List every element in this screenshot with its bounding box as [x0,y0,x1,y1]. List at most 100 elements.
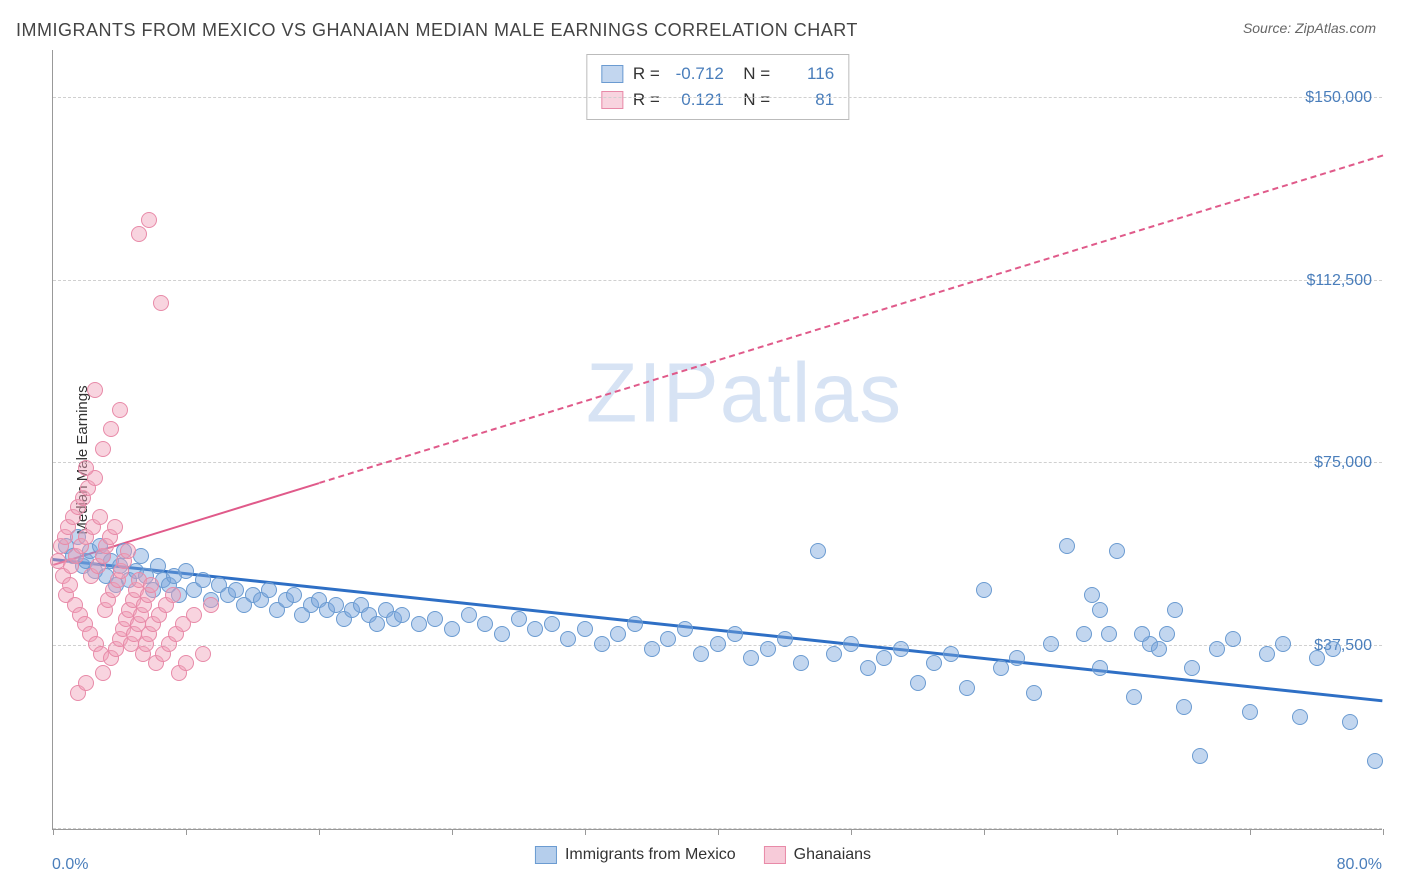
data-point [1126,689,1142,705]
data-point [1059,538,1075,554]
data-point [1092,660,1108,676]
legend-bottom: Immigrants from Mexico Ghanaians [535,846,871,864]
data-point [876,650,892,666]
chart-title: IMMIGRANTS FROM MEXICO VS GHANAIAN MEDIA… [16,20,858,41]
data-point [103,421,119,437]
data-point [461,607,477,623]
x-axis-max-label: 80.0% [1337,856,1382,874]
data-point [943,646,959,662]
data-point [959,680,975,696]
x-axis-min-label: 0.0% [52,856,88,874]
data-point [131,226,147,242]
x-tick [1250,829,1251,835]
y-tick-label: $75,000 [1314,454,1372,472]
chart-area: Median Male Earnings ZIPatlas R = -0.712… [16,50,1390,870]
data-point [261,582,277,598]
data-point [1309,650,1325,666]
data-point [644,641,660,657]
legend-label-2: Ghanaians [794,846,871,864]
data-point [286,587,302,603]
plot-region: ZIPatlas R = -0.712 N = 116 R = 0.121 N … [52,50,1382,830]
data-point [1259,646,1275,662]
x-tick [319,829,320,835]
n-value-series2: 81 [780,87,834,113]
data-point [369,616,385,632]
legend-swatch-2 [764,846,786,864]
gridline [53,462,1382,463]
data-point [1325,641,1341,657]
data-point [511,611,527,627]
data-point [594,636,610,652]
data-point [727,626,743,642]
data-point [143,577,159,593]
data-point [165,587,181,603]
data-point [186,607,202,623]
trend-line [53,558,1383,702]
gridline [53,97,1382,98]
data-point [1009,650,1025,666]
data-point [1225,631,1241,647]
data-point [1176,699,1192,715]
x-tick [186,829,187,835]
data-point [62,577,78,593]
data-point [1167,602,1183,618]
data-point [810,543,826,559]
data-point [627,616,643,632]
data-point [1242,704,1258,720]
data-point [394,607,410,623]
data-point [693,646,709,662]
data-point [153,295,169,311]
data-point [677,621,693,637]
data-point [710,636,726,652]
data-point [793,655,809,671]
data-point [494,626,510,642]
data-point [1275,636,1291,652]
data-point [141,212,157,228]
legend-item-1: Immigrants from Mexico [535,846,736,864]
source-label: Source: ZipAtlas.com [1243,20,1376,36]
data-point [843,636,859,652]
data-point [826,646,842,662]
data-point [544,616,560,632]
r-value-series2: 0.121 [670,87,724,113]
legend-label-1: Immigrants from Mexico [565,846,736,864]
x-tick [718,829,719,835]
data-point [777,631,793,647]
data-point [1184,660,1200,676]
data-point [95,441,111,457]
x-tick [585,829,586,835]
legend-item-2: Ghanaians [764,846,871,864]
stats-row-series1: R = -0.712 N = 116 [601,61,834,87]
data-point [910,675,926,691]
watermark-bold: ZIP [586,345,720,439]
data-point [328,597,344,613]
y-tick-label: $150,000 [1305,89,1372,107]
data-point [87,382,103,398]
x-tick [984,829,985,835]
data-point [411,616,427,632]
data-point [893,641,909,657]
data-point [1043,636,1059,652]
data-point [610,626,626,642]
x-tick [1117,829,1118,835]
data-point [1076,626,1092,642]
data-point [1342,714,1358,730]
data-point [1101,626,1117,642]
x-tick [53,829,54,835]
swatch-series2 [601,91,623,109]
watermark: ZIPatlas [586,344,902,441]
data-point [1092,602,1108,618]
swatch-series1 [601,65,623,83]
data-point [78,460,94,476]
data-point [228,582,244,598]
data-point [203,597,219,613]
data-point [926,655,942,671]
data-point [178,563,194,579]
x-tick [452,829,453,835]
data-point [1084,587,1100,603]
stats-row-series2: R = 0.121 N = 81 [601,87,834,113]
stats-legend-box: R = -0.712 N = 116 R = 0.121 N = 81 [586,54,849,120]
x-tick [851,829,852,835]
data-point [95,665,111,681]
data-point [92,509,108,525]
